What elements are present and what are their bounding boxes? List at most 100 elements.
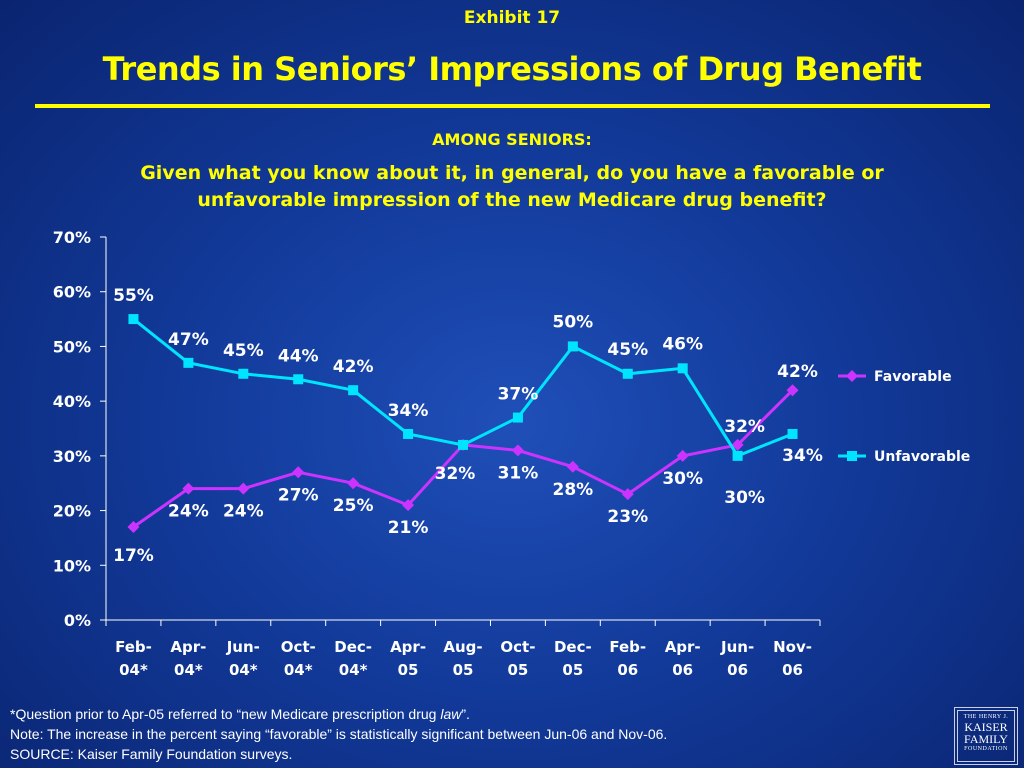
data-label-favorable: 24%	[168, 502, 209, 522]
x-tick-label-line-2: 04*	[119, 661, 148, 679]
x-tick-label-line-2: 05	[398, 661, 419, 679]
survey-question-line-2: unfavorable impression of the new Medica…	[197, 189, 827, 211]
data-label-favorable: 32%	[435, 464, 476, 484]
data-label-favorable: 21%	[388, 518, 429, 538]
data-label-favorable: 31%	[498, 463, 539, 483]
chart-data-labels: 17% 24% 24% 27% 25% 21% 32% 31% 28% 23% 30% 32% 42% 5…	[113, 286, 823, 566]
y-tick-label: 20%	[53, 502, 91, 521]
x-tick-label-line-2: 06	[672, 661, 693, 679]
x-tick-label-line-1: Apr-	[665, 638, 701, 656]
data-point-unfavorable	[512, 412, 523, 423]
data-point-favorable	[237, 482, 250, 495]
data-label-favorable: 32%	[724, 417, 765, 437]
x-tick-label-line-1: Oct-	[281, 638, 316, 656]
data-label-favorable: 27%	[278, 485, 319, 505]
x-tick-label-line-2: 04*	[284, 661, 313, 679]
data-point-unfavorable	[567, 341, 578, 352]
chart-subtitle: AMONG SENIORS:	[432, 130, 592, 149]
x-tick-label-line-1: Oct-	[500, 638, 535, 656]
y-tick-label: 30%	[53, 447, 91, 466]
data-point-favorable	[127, 520, 140, 533]
data-label-favorable: 28%	[552, 480, 593, 500]
survey-question-line-1: Given what you know about it, in general…	[140, 162, 884, 184]
data-point-unfavorable	[677, 363, 688, 374]
data-point-unfavorable	[403, 428, 414, 439]
data-label-favorable: 25%	[333, 496, 374, 516]
x-tick-label-line-1: Apr-	[170, 638, 206, 656]
data-point-favorable	[566, 460, 579, 473]
data-point-favorable	[402, 499, 415, 512]
exhibit-label: Exhibit 17	[463, 8, 561, 28]
data-label-unfavorable: 45%	[223, 341, 264, 361]
data-label-unfavorable: 34%	[782, 446, 823, 466]
data-point-favorable	[676, 449, 689, 462]
data-point-favorable	[292, 466, 305, 479]
footnote-italic-text: law	[440, 706, 462, 722]
x-tick-label-line-1: Aug-	[443, 638, 482, 656]
data-label-favorable: 42%	[777, 362, 818, 382]
x-tick-label-line-1: Dec-	[334, 638, 372, 656]
data-point-unfavorable	[183, 357, 194, 368]
data-label-unfavorable: 46%	[662, 334, 703, 354]
x-tick-label-line-2: 05	[507, 661, 528, 679]
footnote-text-end: ”.	[461, 706, 470, 722]
data-label-unfavorable: 44%	[278, 346, 319, 366]
data-point-unfavorable	[458, 439, 468, 450]
x-tick-label-line-2: 06	[782, 661, 803, 679]
data-point-favorable	[182, 482, 195, 495]
data-point-unfavorable	[787, 428, 798, 439]
data-label-favorable: 17%	[113, 546, 154, 566]
x-tick-label-line-1: Dec-	[554, 638, 592, 656]
data-label-favorable: 24%	[223, 502, 264, 522]
y-tick-label: 50%	[53, 337, 91, 356]
x-tick-label-line-2: 06	[617, 661, 638, 679]
chart-series	[127, 314, 799, 533]
data-label-unfavorable: 34%	[388, 401, 429, 421]
logo-line-3: FAMILY	[964, 732, 1008, 746]
data-label-unfavorable: 47%	[168, 330, 209, 350]
chart-axes: 0% 10% 20% 30% 40% 50% 60% 70% Feb- 04* Apr- 04* Jun…	[53, 228, 821, 679]
legend-marker-unfavorable	[847, 451, 857, 461]
x-tick-label-line-1: Nov-	[773, 638, 812, 656]
kaiser-family-foundation-logo: THE HENRY J. KAISER FAMILY FOUNDATION	[954, 707, 1018, 765]
page-title: Trends in Seniors’ Impressions of Drug B…	[102, 50, 922, 88]
x-tick-label-line-2: 04*	[174, 661, 203, 679]
x-tick-label-line-1: Feb-	[115, 638, 152, 656]
footnote-significance-note: Note: The increase in the percent saying…	[10, 726, 668, 742]
footnotes: *Question prior to Apr-05 referred to “n…	[10, 704, 667, 764]
y-tick-label: 60%	[53, 283, 91, 302]
data-label-unfavorable: 42%	[333, 357, 374, 377]
data-point-favorable	[731, 438, 744, 451]
data-label-unfavorable: 50%	[552, 312, 593, 332]
survey-question: Given what you know about it, in general…	[100, 160, 924, 214]
logo-line-1: THE HENRY J.	[963, 714, 1009, 720]
footnote-question-wording: *Question prior to Apr-05 referred to “n…	[10, 704, 667, 724]
x-tick-label-line-1: Jun-	[226, 638, 260, 656]
data-label-unfavorable: 55%	[113, 286, 154, 306]
data-point-unfavorable	[293, 374, 304, 385]
data-label-unfavorable: 37%	[498, 385, 539, 405]
data-point-unfavorable	[622, 368, 633, 379]
legend-label-favorable: Favorable	[874, 369, 952, 385]
logo-line-4: FOUNDATION	[964, 746, 1008, 752]
x-tick-label-line-2: 04*	[229, 661, 258, 679]
chart-legend: Favorable Unfavorable	[838, 369, 970, 465]
data-point-unfavorable	[732, 450, 743, 461]
x-tick-label-line-1: Apr-	[390, 638, 426, 656]
y-tick-label: 40%	[53, 392, 91, 411]
data-point-favorable	[347, 477, 360, 490]
x-tick-label-line-2: 06	[727, 661, 748, 679]
data-label-favorable: 23%	[607, 507, 648, 527]
data-point-unfavorable	[348, 385, 359, 396]
data-point-unfavorable	[128, 314, 139, 325]
data-label-favorable: 30%	[662, 469, 703, 489]
logo-line-2: KAISER	[964, 720, 1008, 734]
data-point-unfavorable	[238, 368, 249, 379]
footnote-source: SOURCE: Kaiser Family Foundation surveys…	[10, 746, 293, 762]
x-tick-label-line-2: 04*	[339, 661, 368, 679]
data-point-favorable	[786, 384, 799, 397]
data-point-favorable	[621, 488, 634, 501]
y-tick-label: 70%	[53, 228, 91, 247]
y-tick-label: 0%	[64, 611, 91, 630]
